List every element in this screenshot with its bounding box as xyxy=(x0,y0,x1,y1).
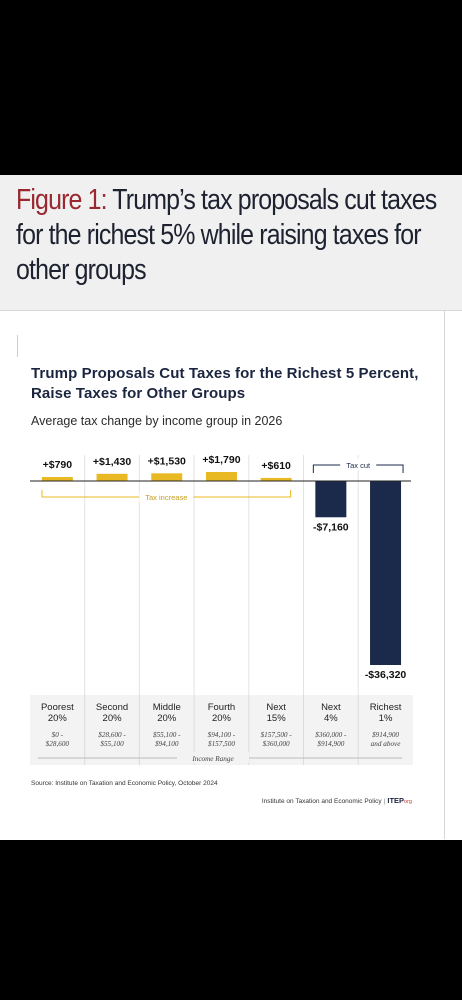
bar xyxy=(315,481,347,518)
screen: Figure 1: Trump’s tax proposals cut taxe… xyxy=(0,175,462,840)
data-label: +$1,530 xyxy=(148,455,186,467)
bar xyxy=(151,473,183,481)
data-label: -$7,160 xyxy=(313,521,349,533)
category-label: 4% xyxy=(324,713,338,724)
bar xyxy=(96,473,128,481)
credit: Institute on Taxation and Economic Polic… xyxy=(262,796,412,805)
tax-increase-label: Tax increase xyxy=(145,493,187,502)
category-label: Next xyxy=(321,702,341,713)
range-label: $914,900 xyxy=(317,740,344,748)
figure-title-text: Trump’s tax proposals cut taxes for the … xyxy=(16,184,437,286)
divider xyxy=(17,335,18,357)
category-label: Fourth xyxy=(208,702,235,713)
data-label: +$1,430 xyxy=(93,456,131,468)
category-label: 15% xyxy=(267,713,287,724)
category-label: Middle xyxy=(153,702,181,713)
range-label: $360,000 xyxy=(263,740,290,748)
range-label: $28,600 xyxy=(46,740,70,748)
data-label: +$790 xyxy=(43,459,73,471)
category-label: 20% xyxy=(212,713,232,724)
credit-separator: | xyxy=(383,798,386,805)
data-label: -$36,320 xyxy=(365,669,407,681)
category-label: Richest xyxy=(370,702,402,713)
credit-name: Institute on Taxation and Economic Polic… xyxy=(261,798,382,805)
category-label: 20% xyxy=(157,713,177,724)
bar xyxy=(260,477,292,481)
range-label: $94,100 - xyxy=(208,731,236,739)
figure-label: Figure 1: xyxy=(16,184,108,216)
range-label: $157,500 - xyxy=(261,731,293,739)
category-label: 1% xyxy=(379,713,393,724)
category-label: Next xyxy=(266,702,286,713)
bar xyxy=(41,477,73,481)
bar xyxy=(205,472,237,481)
bracket-label-bg xyxy=(340,459,377,470)
itep-logo-suffix: org xyxy=(404,799,412,805)
data-label: +$1,790 xyxy=(202,454,240,466)
tax-cut-label: Tax cut xyxy=(346,461,371,470)
figure-title: Figure 1: Trump’s tax proposals cut taxe… xyxy=(16,183,450,288)
figure-header: Figure 1: Trump’s tax proposals cut taxe… xyxy=(0,175,462,311)
chart-title: Trump Proposals Cut Taxes for the Riches… xyxy=(31,365,419,402)
category-label: 20% xyxy=(103,713,123,724)
x-axis-label: Income Range xyxy=(191,755,234,763)
range-label: $914,900 xyxy=(372,731,399,739)
range-label: $0 - xyxy=(52,731,64,739)
source-note: Source: Institute on Taxation and Econom… xyxy=(31,780,218,787)
bar xyxy=(370,481,402,665)
chart-subtitle: Average tax change by income group in 20… xyxy=(31,414,283,428)
category-label: Second xyxy=(96,702,128,713)
data-label: +$610 xyxy=(261,460,291,472)
itep-logo: ITEP xyxy=(387,796,405,805)
range-label: $28,600 - xyxy=(98,731,126,739)
range-label: $55,100 - xyxy=(153,731,181,739)
range-label: $360,000 - xyxy=(315,731,347,739)
category-label: Poorest xyxy=(41,702,74,713)
range-label: $94,100 xyxy=(155,740,179,748)
bracket-label-bg xyxy=(139,492,194,502)
range-label: and above xyxy=(371,740,402,748)
bar-chart: +$790 +$1,430 +$1,530 +$1,790 +$610 -$7,160 -$… xyxy=(30,454,413,765)
range-label: $157,500 xyxy=(208,740,235,748)
category-label: 20% xyxy=(48,713,68,724)
axis-label-bg xyxy=(177,752,249,763)
range-label: $55,100 xyxy=(100,740,124,748)
